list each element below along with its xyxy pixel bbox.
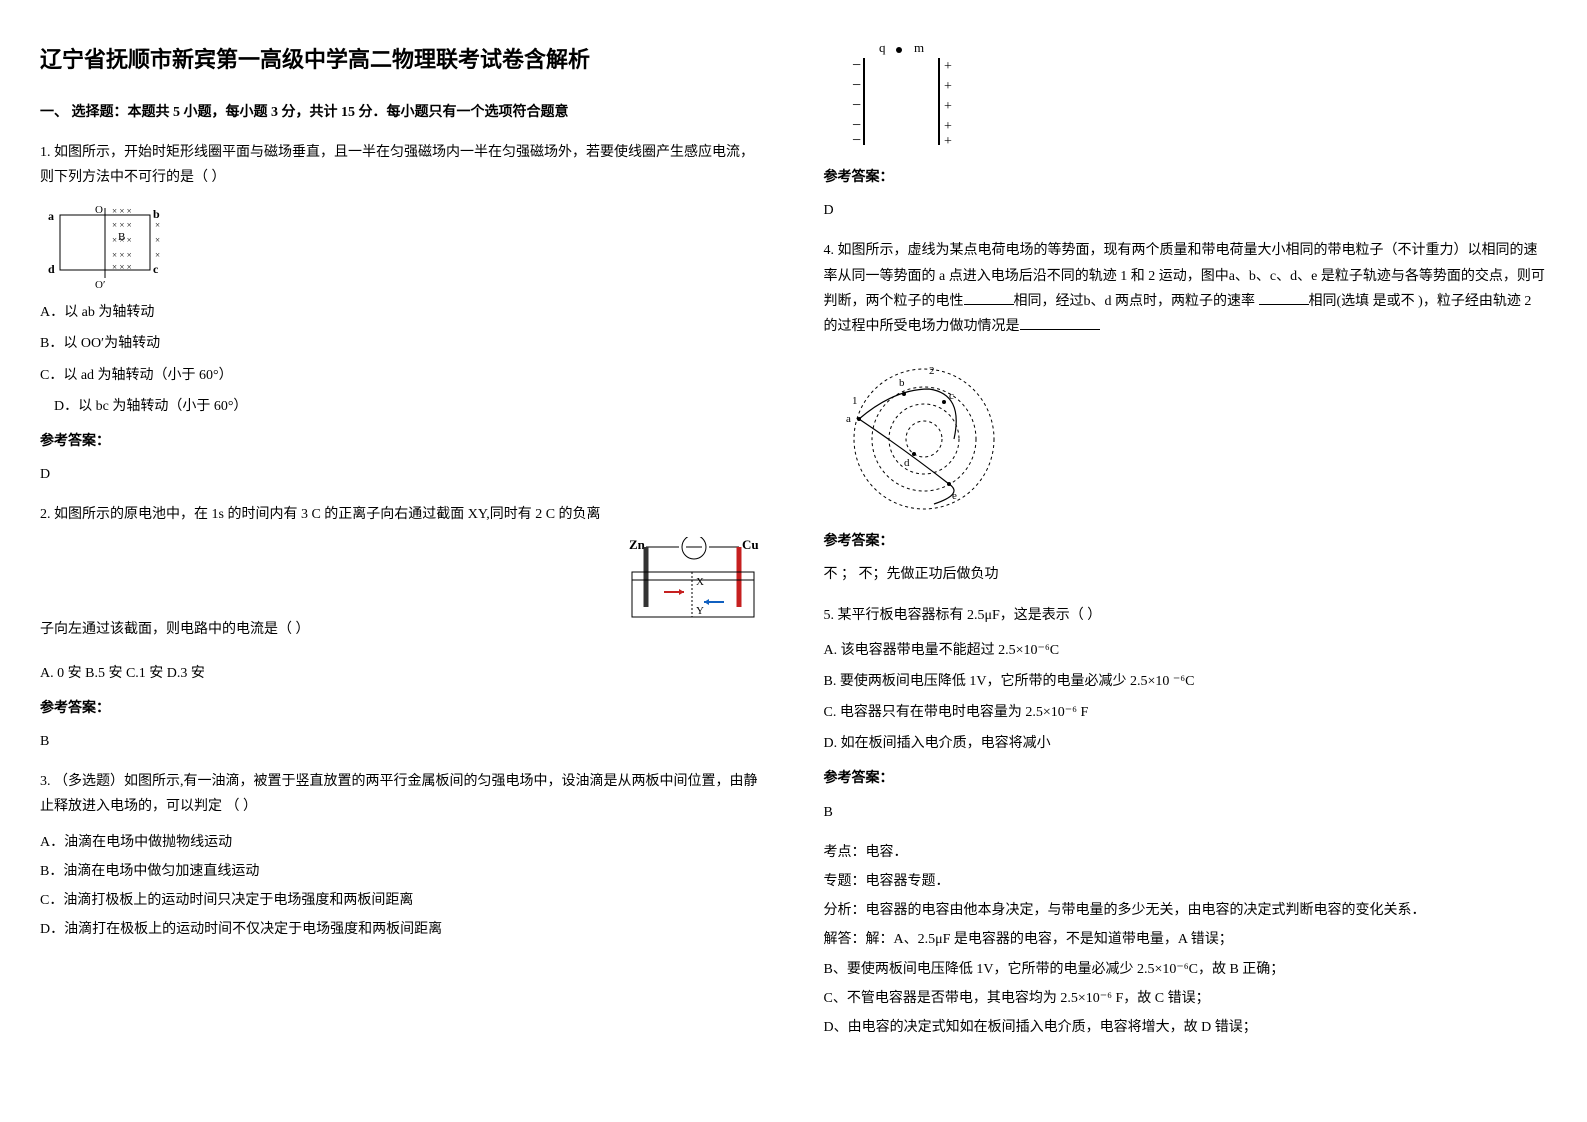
- question-5: 5. 某平行板电容器标有 2.5μF，这是表示（ ）: [824, 603, 1548, 628]
- q4-blank-1: [964, 291, 1014, 305]
- svg-text:+: +: [944, 99, 952, 114]
- q2-answer-label: 参考答案：: [40, 696, 764, 721]
- section-heading: 一、 选择题：本题共 5 小题，每小题 3 分，共计 15 分．每小题只有一个选…: [40, 100, 764, 125]
- svg-text:Y: Y: [696, 605, 704, 617]
- svg-text:c: c: [949, 390, 954, 402]
- svg-text:× × ×: × × ×: [112, 262, 132, 272]
- q4-text3: b、d 两点时，两粒子的速率: [1084, 294, 1259, 309]
- svg-text:+: +: [944, 79, 952, 94]
- q1-option-a: A．以 ab 为轴转动: [40, 300, 764, 325]
- q5-expl-3: 分析：电容器的电容由他本身决定，与带电量的多少无关，由电容的决定式判断电容的变化…: [824, 898, 1548, 923]
- q5-expl-6: C、不管电容器是否带电，其电容均为 2.5×10⁻⁶ F，故 C 错误；: [824, 986, 1548, 1011]
- svg-text:a: a: [846, 413, 851, 425]
- svg-text:×: ×: [155, 250, 160, 260]
- svg-text:× × ×: × × ×: [112, 206, 132, 216]
- q5-expl-1: 考点：电容．: [824, 840, 1548, 865]
- q1-option-b: B．以 OO′为轴转动: [40, 331, 764, 356]
- q1-answer: D: [40, 462, 764, 487]
- q5-answer: B: [824, 800, 1548, 825]
- svg-text:−: −: [852, 77, 861, 94]
- page-title: 辽宁省抚顺市新宾第一高级中学高二物理联考试卷含解析: [40, 40, 764, 80]
- svg-text:q: q: [879, 40, 886, 55]
- q3-option-b: B．油滴在电场中做匀加速直线运动: [40, 859, 764, 884]
- q1-option-d: D．以 bc 为轴转动（小于 60°）: [40, 394, 764, 419]
- q3-answer: D: [824, 198, 1548, 223]
- zn-label: Zn: [629, 537, 646, 552]
- svg-text:X: X: [696, 576, 704, 588]
- svg-text:−: −: [852, 132, 861, 149]
- q5-expl-4: 解答：解：A、2.5μF 是电容器的电容，不是知道带电量，A 错误；: [824, 927, 1548, 952]
- q4-answer: 不 ； 不；先做正功后做负功: [824, 562, 1548, 587]
- q4-blank-3: [1020, 316, 1100, 330]
- svg-text:+: +: [944, 59, 952, 74]
- svg-text:d: d: [48, 262, 55, 276]
- svg-text:+: +: [944, 134, 952, 149]
- q4-blank-2: [1259, 291, 1309, 305]
- q5-option-b: B. 要使两板间电压降低 1V，它所带的电量必减少 2.5×10 ⁻⁶C: [824, 669, 1548, 694]
- q4-answer-label: 参考答案：: [824, 529, 1548, 554]
- question-2-part1: 2. 如图所示的原电池中，在 1s 的时间内有 3 C 的正离子向右通过截面 X…: [40, 502, 764, 527]
- svg-text:+: +: [944, 119, 952, 134]
- q1-figure: × × × × × × × × × × × × × × × × × × a b …: [40, 200, 764, 290]
- svg-text:m: m: [914, 40, 924, 55]
- q1-option-c: C．以 ad 为轴转动（小于 60°）: [40, 363, 764, 388]
- cu-label: Cu: [742, 537, 759, 552]
- svg-text:e: e: [952, 490, 957, 502]
- svg-text:c: c: [153, 262, 159, 276]
- question-4: 4. 如图所示，虚线为某点电荷电场的等势面，现有两个质量和带电荷量大小相同的带电…: [824, 238, 1548, 339]
- q2-answer: B: [40, 729, 764, 754]
- svg-text:O′: O′: [95, 279, 105, 290]
- question-1: 1. 如图所示，开始时矩形线圈平面与磁场垂直，且一半在匀强磁场内一半在匀强磁场外…: [40, 140, 764, 190]
- q5-expl-5: B、要使两板间电压降低 1V，它所带的电量必减少 2.5×10⁻⁶C，故 B 正…: [824, 957, 1548, 982]
- svg-text:×: ×: [155, 235, 160, 245]
- svg-text:d: d: [904, 457, 910, 469]
- q2-options: A. 0 安 B.5 安 C.1 安 D.3 安: [40, 661, 764, 686]
- svg-text:2: 2: [929, 365, 935, 377]
- q5-option-c: C. 电容器只有在带电时电容量为 2.5×10⁻⁶ F: [824, 700, 1548, 725]
- svg-text:b: b: [899, 377, 905, 389]
- q5-option-d: D. 如在板间插入电介质，电容将减小: [824, 731, 1548, 756]
- q3-option-d: D．油滴打在极板上的运动时间不仅决定于电场强度和两板间距离: [40, 917, 764, 942]
- svg-text:× × ×: × × ×: [112, 250, 132, 260]
- q5-expl-7: D、由电容的决定式知如在板间插入电介质，电容将增大，故 D 错误；: [824, 1015, 1548, 1040]
- q1-answer-label: 参考答案：: [40, 429, 764, 454]
- question-3: 3. （多选题）如图所示,有一油滴，被置于竖直放置的两平行金属板间的匀强电场中，…: [40, 769, 764, 819]
- svg-text:−: −: [852, 57, 861, 74]
- svg-text:b: b: [153, 207, 160, 221]
- q5-option-a: A. 该电容器带电量不能超过 2.5×10⁻⁶C: [824, 638, 1548, 663]
- svg-text:−: −: [852, 97, 861, 114]
- svg-text:O: O: [95, 204, 103, 216]
- svg-text:a: a: [48, 209, 54, 223]
- q3-option-c: C．油滴打极板上的运动时间只决定于电场强度和两板间距离: [40, 888, 764, 913]
- q2-figure: Zn Cu X Y: [624, 537, 764, 627]
- q3-answer-label: 参考答案：: [824, 165, 1548, 190]
- q5-expl-2: 专题：电容器专题．: [824, 869, 1548, 894]
- q3-option-a: A．油滴在电场中做抛物线运动: [40, 830, 764, 855]
- svg-text:B: B: [118, 231, 125, 243]
- svg-text:× × ×: × × ×: [112, 220, 132, 230]
- q4-text2: 相同，经过: [1014, 294, 1084, 309]
- svg-text:×: ×: [155, 220, 160, 230]
- q3-figure: q m − − − − − + + + + +: [844, 40, 1548, 155]
- svg-text:1: 1: [852, 395, 858, 407]
- q4-figure: a b c d e 1 2: [834, 354, 1548, 514]
- q5-answer-label: 参考答案：: [824, 766, 1548, 791]
